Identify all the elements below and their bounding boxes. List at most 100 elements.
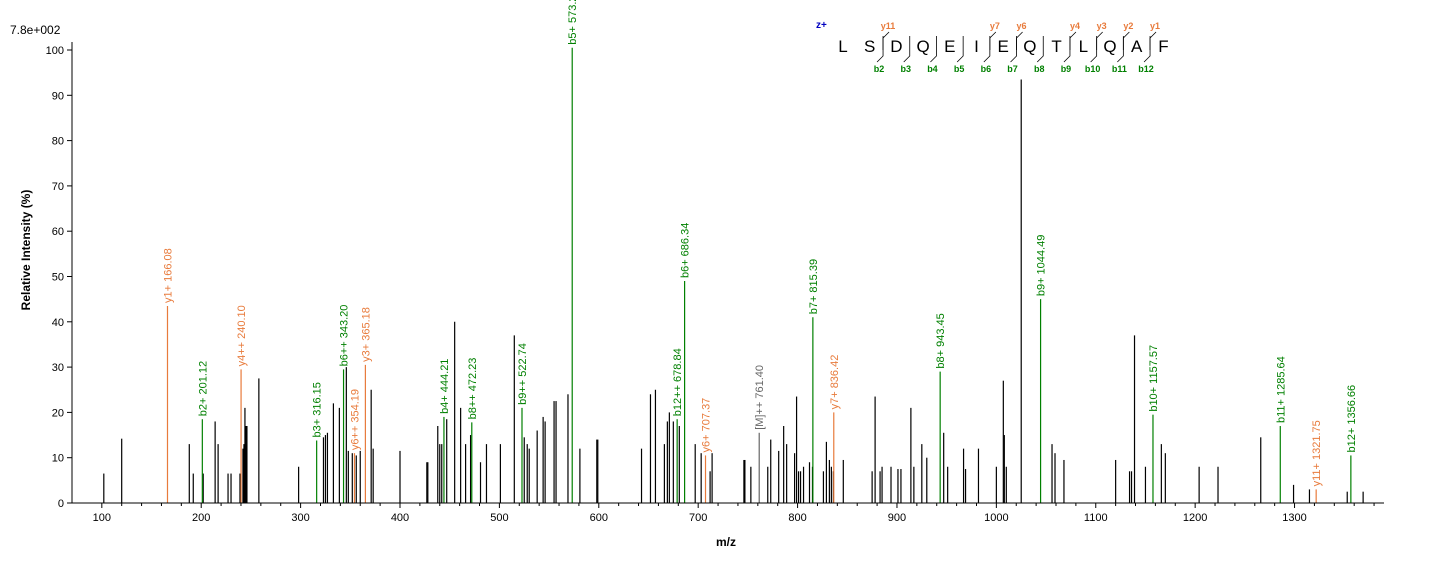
- y-ion-marker: [1016, 31, 1023, 50]
- x-tick-label: 700: [689, 512, 707, 524]
- peak-label: y3+ 365.18: [360, 307, 372, 362]
- y-axis-title: Relative Intensity (%): [19, 190, 33, 311]
- b-ion-marker: [1010, 36, 1017, 63]
- b-ion-marker: [876, 36, 884, 63]
- peak-label: [M]++ 761.40: [754, 365, 766, 430]
- sequence-residue: A: [1131, 37, 1143, 56]
- b-ion-marker: [983, 36, 991, 63]
- charge-label: z+: [816, 20, 827, 31]
- x-tick-label: 100: [93, 512, 111, 524]
- b-ion-marker: [903, 36, 911, 63]
- peak-label: b4+ 444.21: [439, 359, 451, 414]
- axis-ticks: 0 10 20 30 40 50 60 70 80 90 100 100 200 300 400 500 600…: [46, 45, 1375, 524]
- peak-label: y7+ 836.42: [829, 355, 841, 410]
- y-tick-label: 30: [52, 362, 64, 374]
- x-tick-label: 1100: [1084, 512, 1108, 524]
- x-tick-label: 300: [291, 512, 309, 524]
- peak-label: b6+ 686.34: [680, 223, 692, 278]
- peak-label: b11+ 1285.64: [1275, 356, 1287, 423]
- peak-labels-layer: y1+ 166.08 b2+ 201.12 y4++ 240.10 b3+ 316.1…: [162, 0, 1357, 486]
- peptide-sequence: z+ L S D Q E I E Q T L Q A Fb2 b3 b4 b5 b6 b7 b8 b9 b10 b11 b1…: [816, 20, 1169, 74]
- sequence-residue: T: [1051, 37, 1061, 56]
- sequence-residue: F: [1158, 37, 1168, 56]
- y-ion-label: y3: [1097, 21, 1107, 31]
- y-ion-marker: [882, 31, 890, 50]
- sequence-residue: Q: [916, 37, 929, 56]
- peak-label: b9++ 522.74: [517, 343, 529, 405]
- x-tick-label: 500: [490, 512, 508, 524]
- y-tick-label: 70: [52, 181, 64, 193]
- y-ion-label: y4: [1070, 21, 1080, 31]
- y-ion-marker: [1149, 31, 1157, 50]
- peak-label: b12++ 678.84: [672, 348, 684, 416]
- peak-label: b7+ 815.39: [808, 259, 820, 314]
- x-tick-label: 1300: [1282, 512, 1306, 524]
- y-ion-marker: [1096, 31, 1103, 50]
- b-ion-label: b11: [1112, 64, 1127, 74]
- y-tick-label: 20: [52, 407, 64, 419]
- x-tick-label: 1200: [1183, 512, 1207, 524]
- b-ion-label: b8: [1034, 64, 1045, 74]
- b-ion-marker: [1090, 36, 1098, 63]
- b-ion-label: b12: [1138, 64, 1154, 74]
- y-tick-label: 100: [46, 45, 64, 57]
- peak-label: b8+ 943.45: [935, 313, 947, 368]
- b-ion-marker: [1063, 36, 1071, 63]
- peak-label: y1+ 166.08: [162, 248, 174, 303]
- peak-label: b10+ 1157.57: [1148, 345, 1160, 412]
- y-tick-label: 0: [58, 498, 64, 510]
- peak-label: b2+ 201.12: [197, 361, 209, 416]
- peak-label: y6++ 354.19: [349, 389, 361, 450]
- y-tick-label: 10: [52, 453, 64, 465]
- y-tick-label: 90: [52, 90, 64, 102]
- b-ion-label: b7: [1007, 64, 1018, 74]
- b-ion-label: b5: [954, 64, 965, 74]
- x-tick-label: 900: [888, 512, 906, 524]
- b-ion-marker: [1117, 36, 1124, 63]
- b-ion-label: b6: [981, 64, 992, 74]
- intensity-scale-label: 7.8e+002: [10, 23, 61, 37]
- peak-label: b8++ 472.23: [467, 358, 479, 420]
- sequence-residue: E: [998, 37, 1009, 56]
- x-axis-title: m/z: [716, 535, 736, 549]
- y-ion-label: y2: [1123, 21, 1133, 31]
- sequence-residue: L: [1079, 37, 1088, 56]
- peak-label: b9+ 1044.49: [1036, 235, 1048, 296]
- sequence-residue: S: [864, 37, 875, 56]
- sequence-residue: L: [838, 37, 847, 56]
- y-ion-marker: [1069, 31, 1077, 50]
- x-tick-label: 1000: [984, 512, 1008, 524]
- y-ion-label: y6: [1017, 21, 1027, 31]
- b-ion-label: b10: [1085, 64, 1101, 74]
- y-tick-label: 60: [52, 226, 64, 238]
- y-ion-marker: [989, 31, 997, 50]
- peaks-layer: [103, 47, 1364, 503]
- peak-label: b12+ 1356.66: [1346, 385, 1358, 453]
- peak-label: y11+ 1321.75: [1311, 420, 1323, 486]
- y-tick-label: 50: [52, 272, 64, 284]
- sequence-residue: D: [890, 37, 902, 56]
- x-tick-label: 600: [590, 512, 608, 524]
- peak-label: b3+ 316.15: [312, 382, 324, 437]
- x-tick-label: 800: [788, 512, 806, 524]
- b-ion-label: b3: [900, 64, 911, 74]
- x-tick-label: 400: [391, 512, 409, 524]
- sequence-residue: I: [974, 37, 979, 56]
- b-ion-label: b9: [1061, 64, 1072, 74]
- axes: [71, 42, 1384, 504]
- y-ion-label: y11: [881, 21, 896, 31]
- b-ion-marker: [1036, 36, 1044, 63]
- peak-label: y4++ 240.10: [236, 305, 248, 366]
- sequence-residue: Q: [1023, 37, 1036, 56]
- b-ion-label: b2: [874, 64, 885, 74]
- peak-label: y6+ 707.37: [701, 398, 713, 453]
- b-ion-label: b4: [927, 64, 938, 74]
- x-tick-label: 200: [192, 512, 210, 524]
- b-ion-marker: [1143, 36, 1151, 63]
- b-ion-marker: [930, 36, 937, 63]
- y-ion-label: y7: [990, 21, 1000, 31]
- y-ion-label: y1: [1150, 21, 1160, 31]
- b-ion-marker: [956, 36, 964, 63]
- sequence-residue: Q: [1103, 37, 1116, 56]
